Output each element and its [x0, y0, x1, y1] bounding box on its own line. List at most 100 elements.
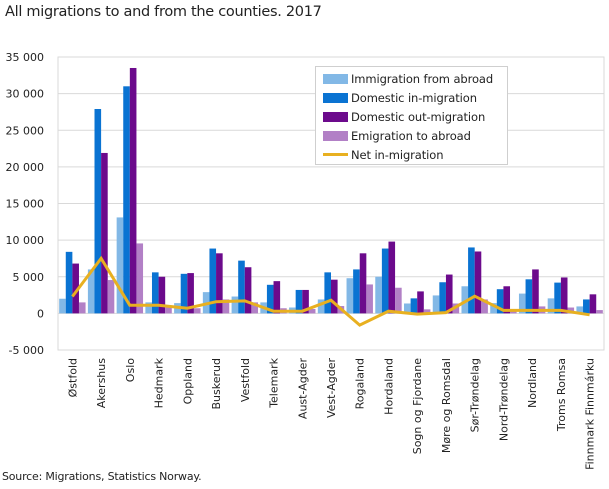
bar [381, 248, 389, 314]
bar [596, 310, 603, 314]
bar [461, 286, 469, 314]
bar [375, 276, 382, 314]
y-tick-label: 5 000 [13, 271, 45, 284]
bar [366, 284, 373, 314]
legend-item-domestic-out: Domestic out-migration [316, 107, 507, 126]
bar [532, 269, 539, 314]
x-category-label: Vest-Agder [325, 358, 338, 418]
x-category-label: Rogaland [354, 358, 367, 409]
bar [209, 248, 217, 314]
bar [251, 302, 258, 314]
bar [266, 284, 274, 314]
bar [547, 298, 555, 314]
bar [503, 286, 511, 314]
bar [107, 280, 115, 314]
bar [116, 217, 124, 314]
bar [576, 306, 584, 314]
y-tick-label: -5 000 [9, 344, 44, 357]
bar [359, 253, 367, 314]
x-category-label: Vestfold [239, 358, 252, 402]
x-category-label: Oslo [124, 358, 137, 382]
bar [94, 109, 102, 314]
legend-swatch-icon [323, 111, 348, 122]
y-tick-label: 10 000 [6, 234, 45, 247]
bar [525, 279, 533, 314]
bar [445, 274, 453, 314]
legend-item-emigration: Emigration to abroad [316, 126, 507, 145]
bar [222, 299, 230, 314]
bar [136, 243, 144, 314]
bar [346, 278, 354, 314]
bar [404, 303, 411, 314]
y-tick-label: 15 000 [6, 198, 45, 211]
bar [589, 294, 597, 314]
x-category-label: Telemark [268, 357, 281, 408]
bar [238, 260, 245, 314]
bar [432, 295, 440, 314]
y-tick-label: 25 000 [6, 124, 45, 137]
legend-label: Domestic in-migration [351, 90, 477, 105]
bar [474, 251, 482, 314]
x-category-label: Aust-Agder [296, 358, 309, 420]
bar [518, 293, 526, 314]
bar [388, 241, 396, 314]
bar [583, 299, 590, 314]
bar [193, 308, 201, 314]
bar [187, 273, 194, 314]
legend-item-immigration: Immigration from abroad [316, 69, 507, 88]
plot-frame [57, 56, 605, 351]
bar [353, 269, 360, 314]
legend-swatch-icon [323, 73, 348, 84]
legend-label: Domestic out-migration [351, 109, 486, 124]
bar [216, 253, 223, 314]
bar [423, 309, 431, 314]
bar [481, 299, 488, 314]
legend-swatch-icon [323, 130, 348, 141]
bar [244, 267, 252, 314]
x-category-label: Nord-Trøndelag [497, 358, 510, 441]
legend-item-net: Net in-migration [316, 145, 507, 164]
x-category-label: Troms Romsa [555, 358, 568, 432]
bar [123, 86, 130, 314]
bar [331, 279, 338, 314]
bar [308, 308, 316, 314]
legend-label: Immigration from abroad [351, 71, 494, 86]
bar [87, 269, 95, 314]
chart-title: All migrations to and from the counties.… [5, 4, 322, 20]
legend-item-domestic-in: Domestic in-migration [316, 88, 507, 107]
chart-legend: Immigration from abroad Domestic in-migr… [315, 66, 508, 165]
x-category-label: Sogn og Fjordane [411, 358, 424, 455]
bar [302, 289, 309, 314]
bar [65, 251, 73, 314]
legend-line-icon [323, 153, 348, 156]
x-category-label: Finnmark Finnmárku [584, 358, 597, 470]
bar [295, 289, 303, 314]
x-category-label: Hedmark [153, 357, 166, 408]
y-tick-label: 35 000 [6, 51, 45, 64]
x-category-label: Akershus [95, 358, 108, 408]
bar [439, 282, 446, 314]
y-tick-label: 20 000 [6, 161, 45, 174]
y-tick-label: 0 [37, 307, 44, 320]
bar [417, 291, 424, 314]
y-tick-label: 30 000 [6, 88, 45, 101]
bar [78, 302, 86, 314]
x-category-label: Buskerud [210, 358, 223, 409]
bar [395, 287, 402, 314]
net-migration-line [71, 255, 590, 327]
legend-swatch-icon [323, 92, 348, 103]
bar [231, 296, 239, 314]
bar [101, 152, 108, 314]
bar [273, 281, 281, 314]
bar [129, 67, 137, 314]
legend-label: Net in-migration [351, 147, 444, 162]
bar [158, 276, 166, 314]
bar [151, 272, 159, 314]
bar [59, 298, 66, 314]
bar [468, 247, 475, 314]
legend-label: Emigration to abroad [351, 128, 471, 143]
bar [72, 263, 79, 314]
bar [145, 302, 152, 314]
source-note: Source: Migrations, Statistics Norway. [2, 470, 202, 483]
